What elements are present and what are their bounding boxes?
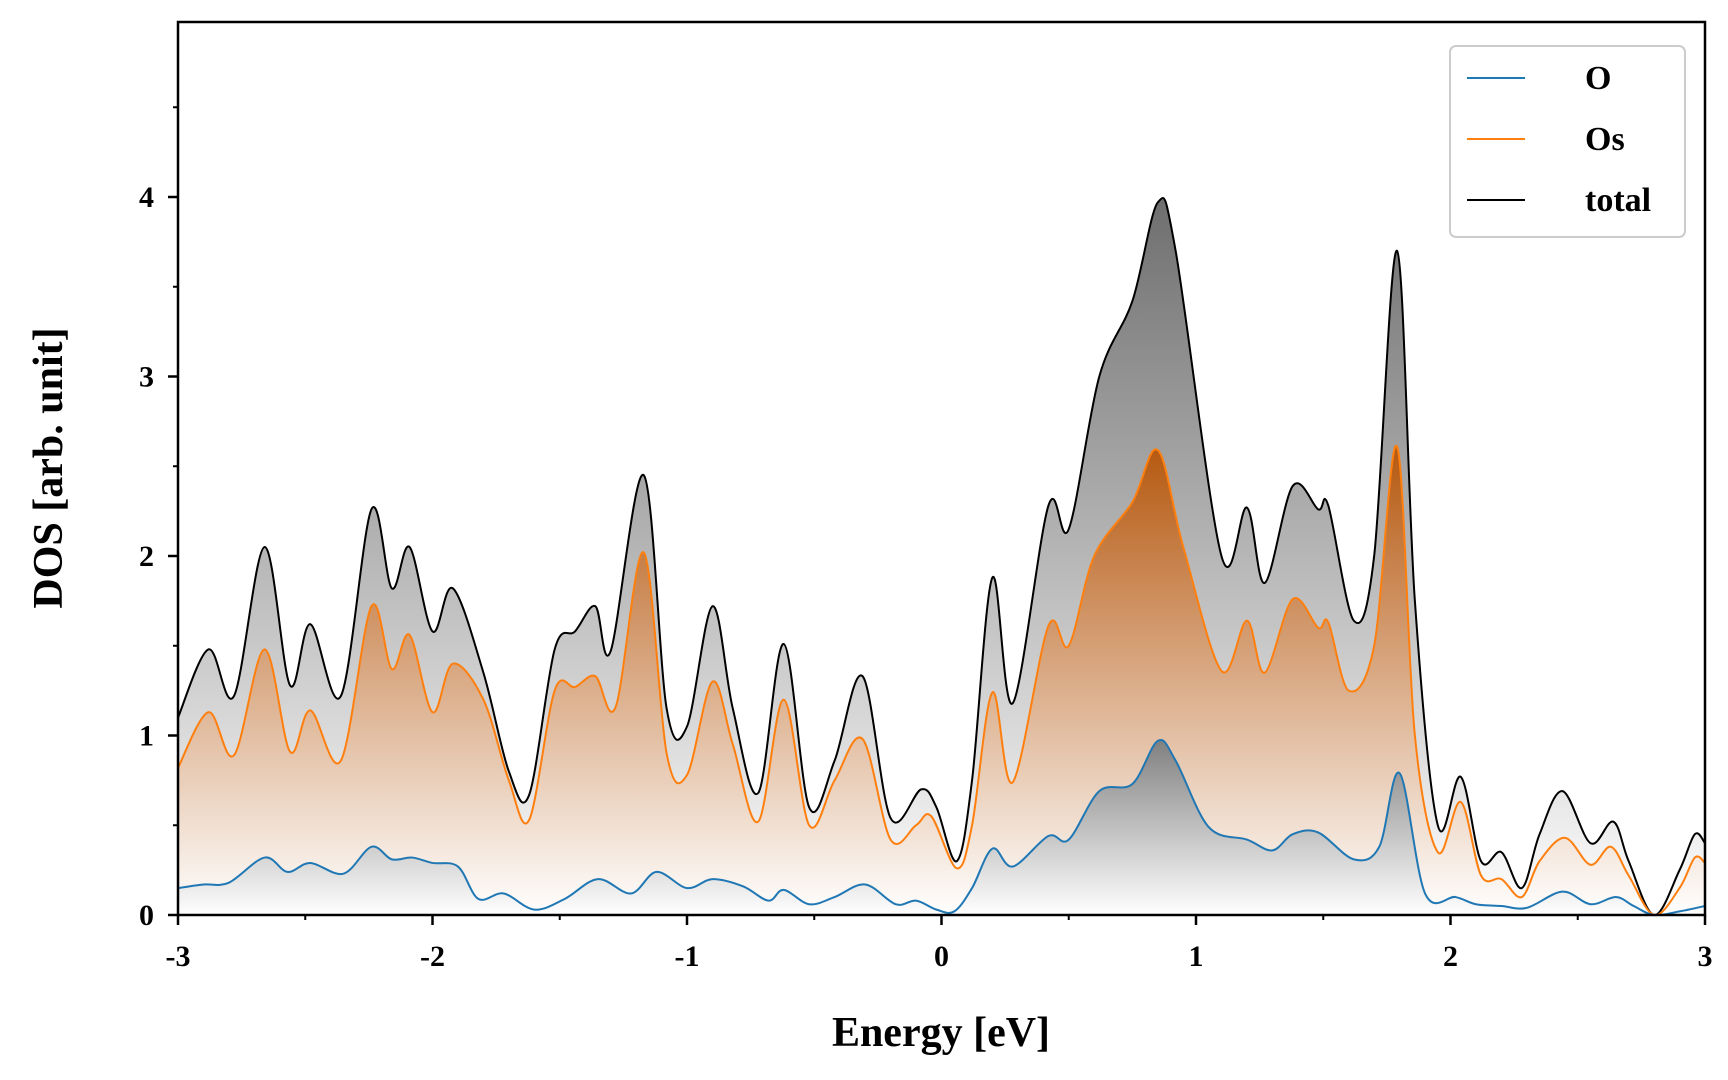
y-tick-label: 1 bbox=[139, 720, 154, 753]
legend-label-o: O bbox=[1585, 60, 1611, 97]
area-o bbox=[178, 740, 1705, 915]
y-tick-label: 0 bbox=[139, 899, 154, 932]
line-o bbox=[178, 739, 1705, 915]
x-tick-label: -3 bbox=[166, 940, 191, 973]
y-tick-label: 4 bbox=[139, 181, 154, 214]
area-fills bbox=[178, 198, 1705, 915]
x-tick-label: -1 bbox=[675, 940, 700, 973]
x-tick-label: 3 bbox=[1698, 940, 1713, 973]
series-lines bbox=[178, 197, 1705, 915]
y-tick-label: 3 bbox=[139, 361, 154, 394]
legend-label-total: total bbox=[1585, 182, 1651, 219]
line-total bbox=[178, 197, 1705, 915]
y-tick-label: 2 bbox=[139, 540, 154, 573]
legend-box bbox=[1449, 45, 1686, 238]
x-axis-title: Energy [eV] bbox=[832, 1010, 1050, 1056]
legend: O Os total bbox=[1449, 45, 1686, 238]
y-axis-title: DOS [arb. unit] bbox=[26, 327, 72, 608]
x-tick-label: -2 bbox=[420, 940, 445, 973]
x-tick-label: 2 bbox=[1443, 940, 1458, 973]
legend-label-os: Os bbox=[1585, 121, 1625, 158]
y-axis: 0 1 2 3 4 bbox=[139, 106, 178, 932]
x-axis: -3 -2 -1 0 1 2 3 bbox=[166, 915, 1713, 973]
x-tick-label: 1 bbox=[1189, 940, 1204, 973]
area-os bbox=[178, 445, 1705, 915]
line-os bbox=[178, 444, 1705, 915]
x-tick-label: 0 bbox=[934, 940, 949, 973]
